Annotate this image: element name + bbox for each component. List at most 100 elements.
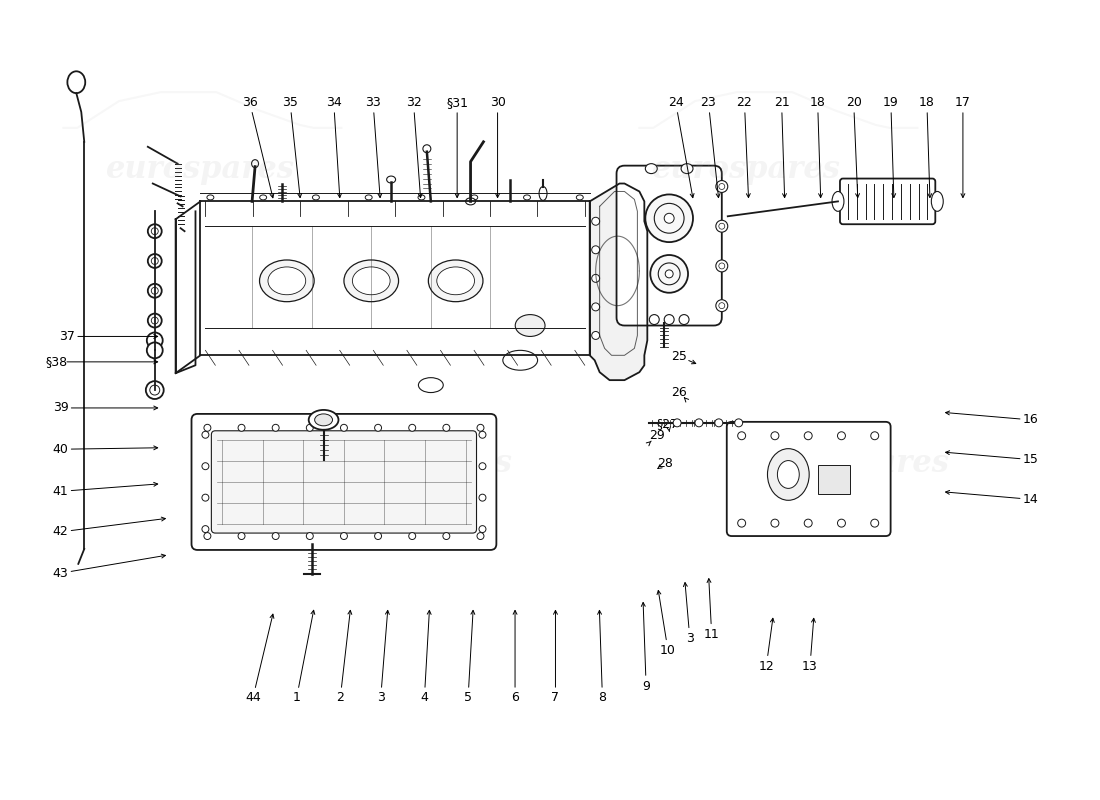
Ellipse shape <box>716 260 728 272</box>
Ellipse shape <box>147 254 162 268</box>
Text: 6: 6 <box>512 691 519 705</box>
Ellipse shape <box>207 195 213 200</box>
Ellipse shape <box>503 350 538 370</box>
Text: §27: §27 <box>657 418 679 430</box>
Ellipse shape <box>716 220 728 232</box>
Ellipse shape <box>202 526 209 533</box>
Ellipse shape <box>260 195 266 200</box>
Text: 36: 36 <box>242 95 257 109</box>
Ellipse shape <box>478 462 486 470</box>
Ellipse shape <box>646 194 693 242</box>
FancyBboxPatch shape <box>727 422 891 536</box>
Ellipse shape <box>238 533 245 539</box>
Text: §31: §31 <box>447 95 469 109</box>
Ellipse shape <box>673 419 681 427</box>
Ellipse shape <box>524 195 530 200</box>
Text: 44: 44 <box>245 691 261 705</box>
Ellipse shape <box>478 526 486 533</box>
Ellipse shape <box>771 519 779 527</box>
Text: 37: 37 <box>59 330 75 343</box>
Ellipse shape <box>738 519 746 527</box>
Ellipse shape <box>147 224 162 238</box>
Ellipse shape <box>341 424 348 431</box>
Ellipse shape <box>443 424 450 431</box>
Text: 4: 4 <box>420 691 428 705</box>
Ellipse shape <box>771 432 779 440</box>
Ellipse shape <box>418 195 425 200</box>
Ellipse shape <box>202 494 209 501</box>
Ellipse shape <box>778 461 800 488</box>
Text: 43: 43 <box>53 566 68 580</box>
Ellipse shape <box>576 195 583 200</box>
Ellipse shape <box>386 176 396 183</box>
Ellipse shape <box>592 303 600 311</box>
Ellipse shape <box>147 314 162 327</box>
Ellipse shape <box>539 186 547 200</box>
Ellipse shape <box>443 533 450 539</box>
Text: 29: 29 <box>649 430 664 442</box>
FancyBboxPatch shape <box>191 414 496 550</box>
Ellipse shape <box>738 432 746 440</box>
Ellipse shape <box>477 533 484 539</box>
Ellipse shape <box>679 314 689 325</box>
Text: 5: 5 <box>464 691 472 705</box>
Ellipse shape <box>592 274 600 282</box>
Ellipse shape <box>365 195 372 200</box>
Ellipse shape <box>735 419 743 427</box>
Ellipse shape <box>268 267 306 294</box>
Ellipse shape <box>204 424 211 431</box>
Ellipse shape <box>716 181 728 193</box>
Ellipse shape <box>146 342 163 358</box>
Ellipse shape <box>837 519 846 527</box>
Ellipse shape <box>515 314 544 337</box>
Ellipse shape <box>202 431 209 438</box>
Text: 2: 2 <box>337 691 344 705</box>
Ellipse shape <box>272 424 279 431</box>
Ellipse shape <box>352 267 390 294</box>
Ellipse shape <box>202 462 209 470</box>
Ellipse shape <box>238 424 245 431</box>
Text: 18: 18 <box>810 95 826 109</box>
Text: eurospares: eurospares <box>761 448 950 479</box>
Ellipse shape <box>681 164 693 174</box>
Ellipse shape <box>716 300 728 312</box>
Text: 40: 40 <box>53 442 68 456</box>
Ellipse shape <box>768 449 810 500</box>
Ellipse shape <box>375 424 382 431</box>
Text: 11: 11 <box>704 628 719 641</box>
Text: 42: 42 <box>53 526 68 538</box>
Ellipse shape <box>592 246 600 254</box>
Text: 10: 10 <box>660 644 675 657</box>
Ellipse shape <box>837 432 846 440</box>
Ellipse shape <box>478 431 486 438</box>
Text: 18: 18 <box>918 95 935 109</box>
Polygon shape <box>590 183 647 380</box>
Text: 16: 16 <box>1023 414 1038 426</box>
Text: 3: 3 <box>376 691 385 705</box>
Text: 26: 26 <box>671 386 686 398</box>
Ellipse shape <box>871 432 879 440</box>
Text: 7: 7 <box>551 691 560 705</box>
Text: 34: 34 <box>326 95 342 109</box>
Ellipse shape <box>591 207 598 215</box>
Ellipse shape <box>260 260 315 302</box>
Ellipse shape <box>591 342 598 350</box>
Ellipse shape <box>646 164 658 174</box>
Text: 15: 15 <box>1023 453 1038 466</box>
Ellipse shape <box>147 284 162 298</box>
Text: §38: §38 <box>45 355 67 368</box>
Ellipse shape <box>591 308 598 316</box>
Ellipse shape <box>592 218 600 226</box>
Text: 20: 20 <box>846 95 861 109</box>
Text: 33: 33 <box>365 95 381 109</box>
Ellipse shape <box>666 270 673 278</box>
Ellipse shape <box>409 533 416 539</box>
Text: 41: 41 <box>53 485 68 498</box>
Text: eurospares: eurospares <box>106 154 295 185</box>
Ellipse shape <box>418 378 443 393</box>
Ellipse shape <box>272 533 279 539</box>
Ellipse shape <box>437 267 474 294</box>
Text: 21: 21 <box>773 95 790 109</box>
Ellipse shape <box>591 241 598 249</box>
Ellipse shape <box>252 160 258 168</box>
